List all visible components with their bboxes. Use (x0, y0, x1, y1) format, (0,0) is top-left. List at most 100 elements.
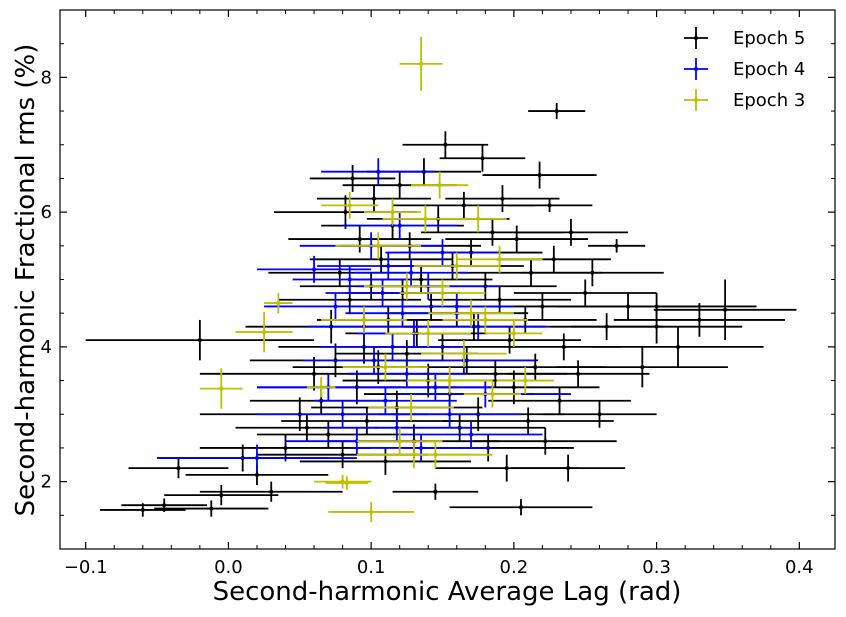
point-marker (597, 412, 602, 417)
data-point (463, 380, 522, 408)
point-marker (511, 331, 516, 336)
point-marker (312, 371, 317, 376)
point-marker (469, 432, 474, 437)
point-marker (654, 324, 659, 329)
point-marker (197, 338, 202, 343)
data-point (399, 279, 486, 307)
data-point (157, 444, 357, 472)
legend-marker-dot (694, 98, 698, 102)
data-point (442, 407, 614, 435)
point-marker (440, 250, 445, 255)
point-marker (461, 203, 466, 208)
legend-entry: Epoch 5 (684, 27, 805, 49)
data-point (485, 319, 543, 347)
y-tick-label: 8 (41, 67, 52, 88)
point-marker (461, 351, 466, 356)
data-point (449, 499, 593, 516)
point-marker (419, 277, 424, 282)
point-marker (533, 365, 538, 370)
data-point (164, 484, 279, 506)
point-marker (654, 304, 659, 309)
data-point (542, 400, 657, 428)
data-point (482, 161, 597, 189)
data-point (521, 259, 664, 287)
data-point (438, 326, 581, 354)
data-point (592, 326, 764, 368)
point-marker (500, 196, 505, 201)
point-marker (566, 466, 571, 471)
point-marker (254, 472, 259, 477)
point-marker (551, 257, 556, 262)
point-marker (386, 264, 391, 269)
data-point (85, 319, 315, 361)
point-marker (497, 297, 502, 302)
data-point (364, 272, 450, 300)
point-marker (480, 156, 485, 161)
point-marker (447, 412, 452, 417)
point-marker (369, 509, 374, 514)
point-marker (426, 331, 431, 336)
data-point (406, 367, 493, 395)
point-marker (400, 311, 405, 316)
data-point (309, 164, 396, 192)
point-marker (454, 304, 459, 309)
point-marker (519, 505, 524, 510)
point-marker (476, 324, 481, 329)
data-point (128, 458, 229, 479)
point-marker (723, 307, 728, 312)
point-marker (526, 418, 531, 423)
data-point (199, 481, 343, 502)
point-marker (357, 237, 362, 242)
point-marker (476, 216, 481, 221)
point-marker (490, 392, 495, 397)
data-point (378, 373, 493, 401)
data-point (314, 387, 457, 415)
data-point (328, 501, 414, 523)
point-marker (394, 425, 399, 430)
point-marker (576, 371, 581, 376)
legend-label: Epoch 3 (733, 90, 805, 111)
data-point (513, 279, 657, 307)
point-marker (697, 317, 702, 322)
y-axis-label: Second-harmonic Fractional rms (%) (11, 44, 41, 517)
point-marker (390, 210, 395, 215)
data-point (314, 474, 372, 489)
point-marker (397, 183, 402, 188)
tick-labels: −0.1 0.0 0.1 0.2 0.3 0.4 2 4 6 8 (41, 67, 814, 578)
point-marker (379, 257, 384, 262)
legend: Epoch 5 Epoch 4 Epoch 3 (684, 27, 805, 111)
point-marker (640, 365, 645, 370)
legend-label: Epoch 5 (733, 28, 805, 49)
point-marker (490, 230, 495, 235)
data-point (306, 377, 336, 398)
point-marker (676, 344, 681, 349)
point-marker (568, 230, 573, 235)
data-point (428, 286, 571, 314)
point-marker (554, 109, 559, 114)
point-marker (380, 290, 385, 295)
data-point (154, 500, 269, 517)
data-point (349, 360, 464, 388)
point-marker (437, 183, 442, 188)
data-point (321, 306, 407, 334)
point-marker (312, 267, 317, 272)
data-point (439, 144, 526, 172)
data-point (513, 218, 629, 246)
point-marker (262, 330, 267, 335)
point-marker (590, 270, 595, 275)
point-marker (140, 507, 145, 512)
point-marker (350, 176, 355, 181)
point-marker (504, 466, 509, 471)
point-marker (483, 317, 488, 322)
point-marker (371, 358, 376, 363)
point-marker (614, 243, 619, 248)
point-marker (547, 203, 552, 208)
data-point (342, 353, 429, 381)
data-point (413, 252, 500, 280)
data-point (506, 198, 593, 213)
x-tick-label: 0.3 (642, 557, 671, 578)
data-point (588, 239, 646, 253)
point-marker (337, 270, 342, 275)
data-point (199, 368, 243, 409)
data-point (288, 225, 432, 253)
